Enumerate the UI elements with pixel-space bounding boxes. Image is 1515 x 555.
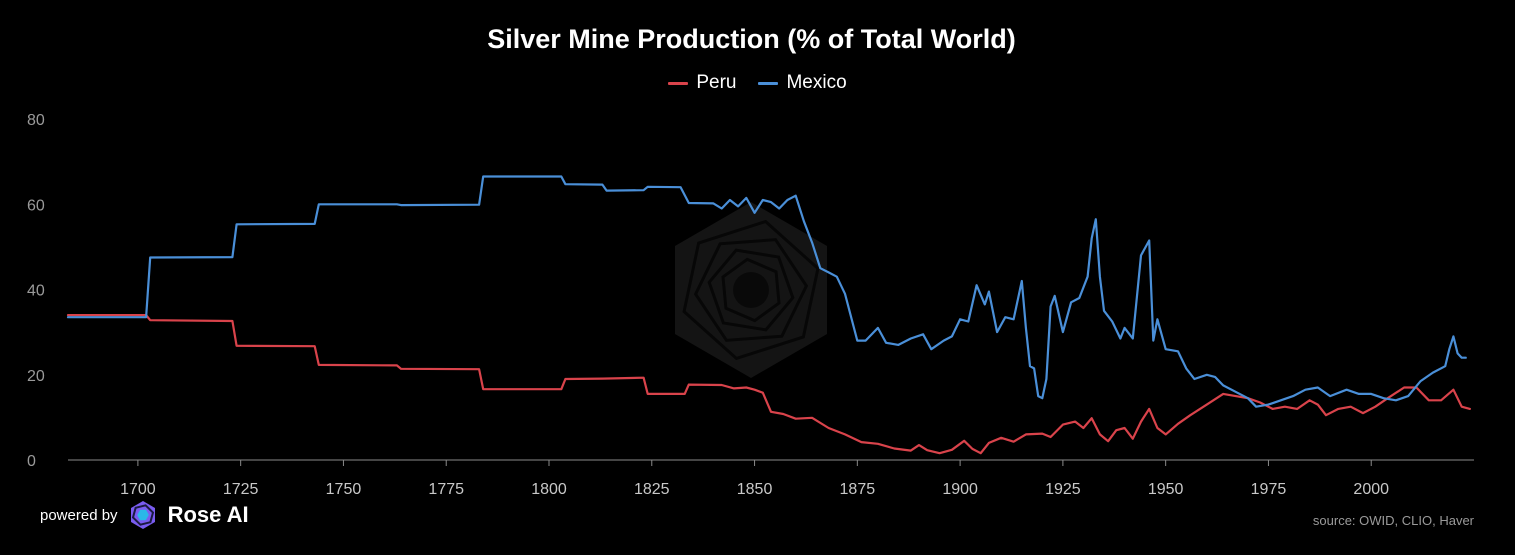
y-tick-label: 60 [27,197,45,214]
legend-item-mexico[interactable]: Mexico [758,72,847,94]
x-tick-label: 1700 [120,481,156,498]
legend-swatch-mexico [758,81,779,85]
chart-title: Silver Mine Production (% of Total World… [487,24,1016,54]
y-tick-label: 0 [27,453,36,470]
x-tick-label: 1750 [326,481,362,498]
legend: Peru Mexico [0,72,1515,94]
x-tick-label: 1800 [531,481,567,498]
x-tick-label: 1825 [634,481,670,498]
y-tick-label: 20 [27,368,45,385]
legend-item-peru[interactable]: Peru [668,72,736,94]
legend-swatch-peru [668,81,689,85]
source-note: source: OWID, CLIO, Haver [1312,513,1474,528]
y-tick-label: 40 [27,283,45,300]
x-tick-label: 1900 [942,481,978,498]
series-line-mexico [66,175,1467,408]
x-tick-label: 1875 [840,481,876,498]
x-tick-label: 1975 [1251,481,1287,498]
series-line-peru [66,314,1471,455]
legend-label-peru: Peru [696,72,737,93]
y-tick-label: 80 [27,112,45,129]
powered-by: powered by Rose AI [40,500,249,530]
series-layer [66,175,1471,455]
x-tick-label: 1775 [428,481,464,498]
powered-by-label: powered by [40,506,118,524]
rose-ai-watermark-icon [675,202,827,378]
x-tick-label: 1950 [1148,481,1184,498]
axes: 1700 1725 1750 1775 1800 1825 1850 1875 1900 1925… [27,112,1474,498]
brand-name[interactable]: Rose AI [167,502,249,527]
x-tick-label: 1925 [1045,481,1081,498]
x-tick-label: 1725 [223,481,259,498]
x-tick-label: 2000 [1353,481,1389,498]
legend-label-mexico: Mexico [786,72,847,93]
x-tick-label: 1850 [737,481,773,498]
rose-ai-logo-icon [130,501,155,529]
